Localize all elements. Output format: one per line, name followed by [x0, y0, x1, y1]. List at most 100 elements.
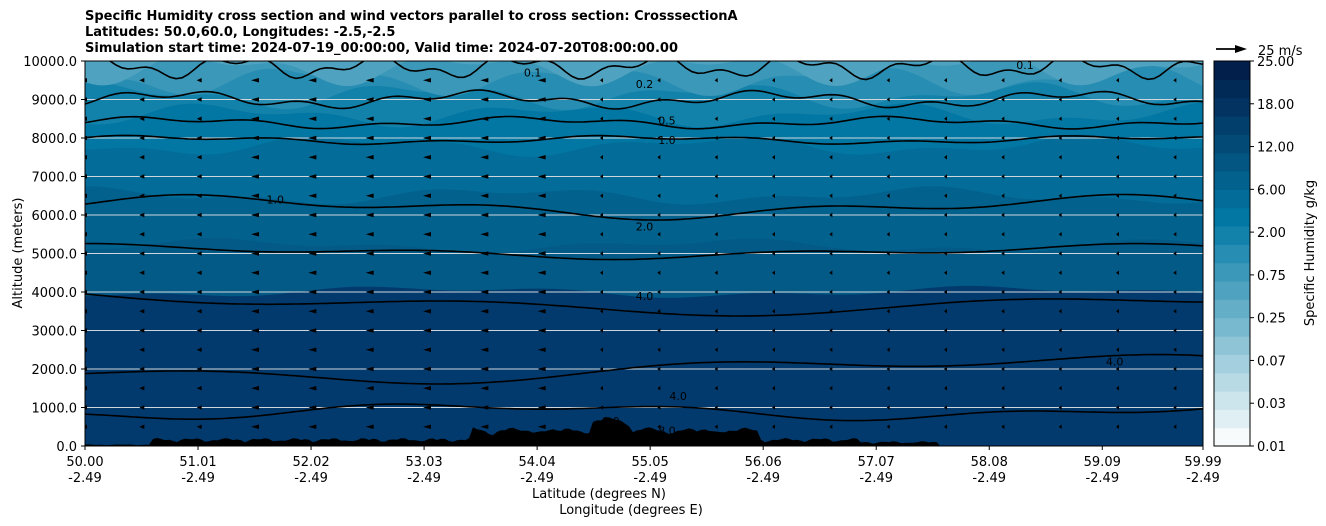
contour-label: 2.0 [636, 221, 654, 234]
wind-vector [829, 116, 833, 122]
wind-vector [714, 289, 718, 295]
x-tick-label-lat: 58.08 [971, 455, 1008, 470]
wind-vector [365, 328, 374, 333]
wind-vector [714, 116, 718, 122]
colorbar-segment [1214, 116, 1250, 135]
wind-vector [1173, 193, 1177, 199]
x-tick-label-lon: -2.49 [972, 471, 1006, 486]
contour-label: 4.0 [669, 390, 687, 403]
wind-vector [196, 77, 202, 83]
x-tick-label-lat: 51.01 [179, 455, 216, 470]
wind-vector [772, 116, 775, 122]
wind-vector [480, 174, 489, 179]
wind-vector [139, 424, 145, 430]
wind-vector [829, 308, 833, 314]
wind-vector [365, 289, 374, 295]
wind-vector [139, 270, 145, 276]
title-line-2: Latitudes: 50.0,60.0, Longitudes: -2.5,-… [85, 25, 396, 40]
wind-vector [772, 424, 775, 430]
wind-vector [139, 154, 145, 160]
wind-vector [714, 424, 718, 430]
wind-vector [1173, 154, 1177, 160]
plot-area: 0.1 0.2 0.1 0.5 1.0 1.0 2.0 4.0 4.0 4.0 8.0 8.0 [85, 61, 1203, 446]
wind-vector [423, 366, 431, 372]
wind-vector [886, 193, 890, 199]
colorbar-segment [1214, 97, 1250, 117]
wind-vector [196, 366, 202, 372]
quiver-key: 25 m/s [1216, 44, 1303, 59]
wind-vector [1173, 424, 1177, 430]
contour-line [85, 89, 1203, 110]
x-tick-label-lon: -2.49 [1186, 471, 1220, 486]
wind-vector [829, 270, 833, 276]
wind-vector [1001, 385, 1005, 391]
y-tick-label: 7000.0 [32, 171, 78, 186]
wind-vector [365, 405, 374, 410]
colorbar-segment [1214, 189, 1250, 209]
wind-vector [1001, 347, 1005, 353]
wind-vector [772, 174, 775, 179]
wind-vector [365, 251, 374, 256]
wind-vector [139, 328, 145, 333]
wind-vector [196, 308, 202, 314]
wind-vector [423, 174, 431, 179]
wind-vector [714, 212, 718, 218]
wind-vector [772, 77, 775, 83]
wind-vector [480, 135, 489, 141]
wind-vector [308, 231, 317, 237]
wind-vector [537, 308, 546, 314]
y-tick-label: 6000.0 [32, 209, 78, 224]
wind-vector [480, 77, 489, 83]
wind-vector [308, 97, 317, 102]
wind-vector [308, 193, 317, 199]
y-tick-label: 5000.0 [32, 248, 78, 263]
wind-vector [657, 174, 661, 179]
colorbar-segment [1214, 427, 1250, 447]
wind-vector [600, 251, 603, 256]
wind-vector [714, 328, 718, 333]
wind-vector [1058, 193, 1062, 199]
wind-vector [1173, 77, 1177, 83]
colorbar-tick-label: 18.00 [1257, 98, 1294, 113]
wind-vector [772, 366, 775, 372]
wind-vector [196, 251, 202, 256]
wind-vector [772, 289, 775, 295]
colorbar-tick-label: 0.01 [1257, 440, 1286, 455]
wind-vector [657, 328, 661, 333]
wind-vector [944, 135, 947, 141]
wind-vector [308, 270, 317, 276]
wind-vector [714, 405, 718, 410]
wind-vector [308, 135, 317, 141]
colorbar-segment [1214, 207, 1250, 227]
wind-vector [139, 347, 145, 353]
wind-vector [537, 193, 546, 199]
humidity-band [85, 61, 1203, 87]
wind-vector [365, 231, 374, 237]
wind-vector [886, 424, 890, 430]
wind-vector [480, 405, 489, 410]
colorbar-segment [1214, 281, 1250, 300]
wind-vector [308, 77, 317, 83]
wind-vector [772, 308, 775, 314]
wind-vector [1116, 366, 1119, 372]
wind-vector [139, 231, 145, 237]
wind-vector [308, 308, 317, 314]
wind-vector [251, 135, 259, 141]
wind-vector [600, 116, 603, 122]
wind-vector [886, 231, 890, 237]
x-tick-label-lon: -2.49 [520, 471, 554, 486]
wind-vector [423, 328, 431, 333]
wind-vector [139, 174, 145, 179]
colorbar-segment [1214, 244, 1250, 264]
wind-vector [1001, 77, 1005, 83]
wind-vector [1058, 347, 1062, 353]
wind-vector [714, 308, 718, 314]
x-tick-label-lon: -2.49 [859, 471, 893, 486]
wind-vector [196, 193, 202, 199]
x-tick-label-lat: 57.07 [858, 455, 895, 470]
wind-vector [1058, 308, 1062, 314]
colorbar-segment [1214, 134, 1250, 154]
wind-vector [139, 385, 145, 391]
wind-vector [1116, 154, 1119, 160]
